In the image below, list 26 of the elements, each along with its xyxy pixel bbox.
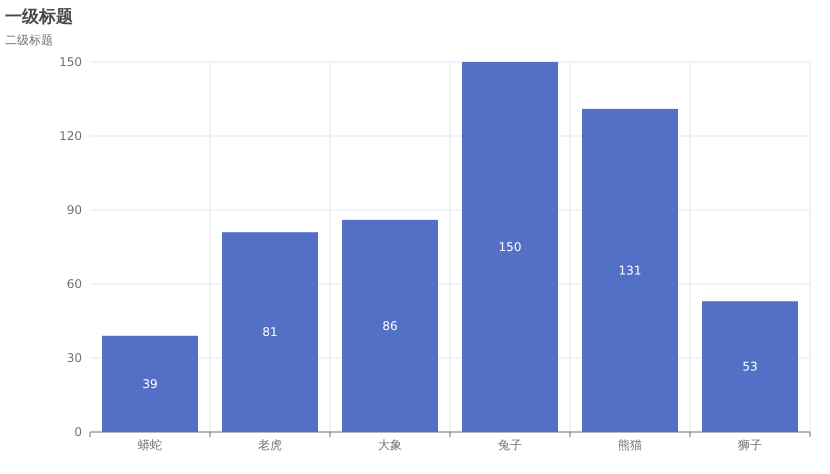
x-tick-label: 老虎: [258, 438, 282, 452]
x-tick-label: 大象: [378, 438, 402, 452]
y-tick-label: 60: [66, 277, 82, 291]
bar: [222, 232, 318, 432]
y-tick-label: 150: [59, 55, 82, 69]
bar: [342, 220, 438, 432]
data-label: 150: [498, 240, 522, 254]
bar: [462, 62, 558, 432]
y-tick-label: 0: [74, 425, 82, 439]
bar: [582, 108, 678, 432]
data-label: 86: [382, 318, 398, 333]
data-label: 81: [262, 325, 278, 340]
y-tick-label: 30: [66, 351, 82, 365]
data-label: 53: [742, 360, 758, 374]
x-tick-label: 兔子: [498, 438, 522, 452]
y-tick-label: 120: [59, 129, 82, 143]
chart-title: 一级标题: [5, 7, 73, 27]
x-tick-label: 熊猫: [618, 438, 642, 452]
y-tick-label: 90: [66, 203, 82, 217]
x-tick-label: 蟒蛇: [138, 438, 162, 452]
bar: [702, 301, 798, 432]
data-label: 39: [142, 376, 158, 391]
chart-subtitle: 二级标题: [5, 33, 53, 47]
bar: [102, 336, 198, 432]
data-label: 131: [618, 263, 642, 278]
x-tick-label: 狮子: [738, 438, 762, 452]
